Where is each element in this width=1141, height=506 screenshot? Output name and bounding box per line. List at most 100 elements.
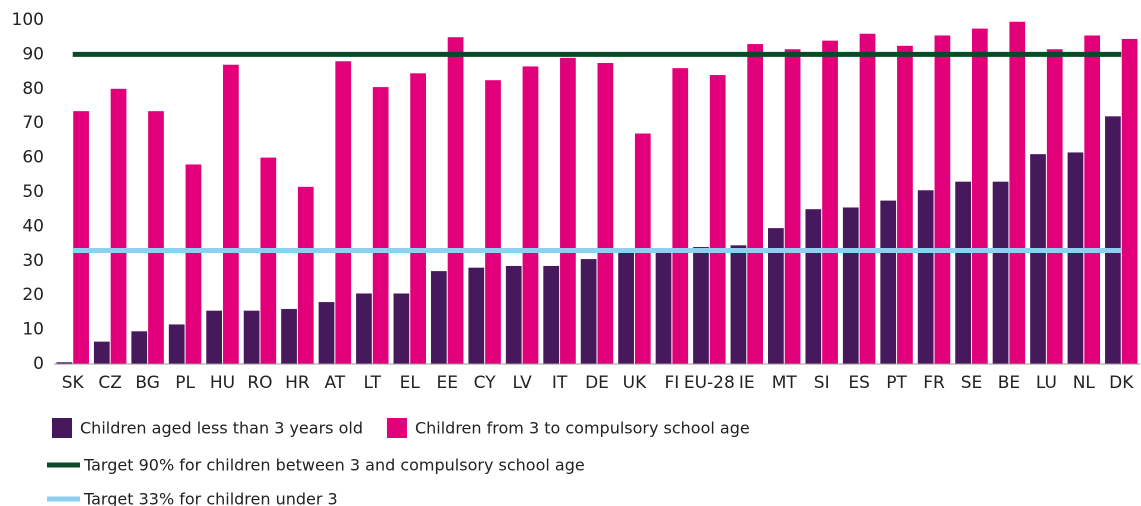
x-tick-label: HU — [210, 373, 235, 393]
x-tick-label: RO — [247, 373, 272, 393]
legend-label: Children aged less than 3 years old — [80, 419, 363, 438]
x-tick-label: LT — [364, 373, 382, 393]
bar — [372, 87, 389, 364]
bar — [618, 248, 634, 364]
bar — [1067, 152, 1084, 364]
x-tick-label: NL — [1073, 373, 1096, 393]
y-tick-label: 100 — [12, 10, 44, 30]
x-tick-label: IE — [739, 373, 755, 393]
y-tick-label: 80 — [22, 79, 44, 99]
bar — [297, 186, 314, 364]
bar — [1046, 49, 1063, 365]
legend-label: Target 33% for children under 3 — [83, 490, 338, 506]
bar — [1009, 21, 1026, 364]
bar — [223, 64, 239, 364]
x-tick-label: UK — [623, 373, 647, 393]
bar — [168, 324, 185, 364]
bar — [560, 57, 576, 365]
x-tick-label: EU-28 — [684, 373, 735, 393]
bar — [917, 190, 934, 364]
bar — [335, 61, 352, 364]
bar — [410, 73, 426, 364]
bar — [281, 308, 297, 364]
x-tick-label: MT — [772, 373, 798, 393]
bar — [1084, 35, 1101, 364]
bar — [693, 247, 709, 364]
bar — [318, 302, 335, 364]
x-tick-label: SK — [62, 373, 85, 393]
x-tick-label: SI — [814, 373, 830, 393]
bar — [73, 111, 89, 364]
bar — [485, 80, 501, 364]
bar — [260, 157, 277, 364]
x-tick-label: BE — [998, 373, 1020, 393]
bar — [430, 271, 447, 364]
y-tick-label: 10 — [22, 320, 44, 340]
bar — [468, 267, 485, 364]
bar — [93, 341, 110, 364]
y-tick-label: 30 — [22, 251, 44, 271]
y-tick-label: 50 — [22, 182, 44, 202]
bar — [1105, 116, 1121, 364]
bar — [580, 259, 597, 364]
x-tick-label: PL — [175, 373, 195, 393]
y-tick-label: 0 — [33, 354, 44, 374]
bar — [842, 207, 859, 364]
bar — [543, 265, 560, 364]
x-tick-label: SE — [961, 373, 983, 393]
x-tick-label: BG — [135, 373, 160, 393]
bar — [522, 66, 539, 364]
x-tick-label: FI — [664, 373, 679, 393]
bar — [505, 265, 522, 364]
legend-swatch — [386, 418, 407, 438]
bar — [955, 181, 971, 364]
bar — [148, 111, 164, 364]
bar — [597, 63, 614, 364]
bar — [185, 164, 202, 364]
x-tick-label: LV — [512, 373, 532, 393]
y-tick-label: 60 — [22, 148, 44, 168]
y-tick-label: 40 — [22, 216, 44, 236]
x-tick-label: ES — [848, 373, 870, 393]
bar — [393, 293, 410, 364]
bar — [709, 75, 726, 364]
y-tick-label: 70 — [22, 113, 44, 133]
bar — [655, 250, 672, 364]
bar — [110, 88, 127, 365]
x-tick-label: DE — [585, 373, 609, 393]
bar — [131, 331, 148, 364]
y-tick-label: 20 — [22, 285, 44, 305]
legend-label: Target 90% for children between 3 and co… — [83, 456, 585, 475]
bar — [768, 228, 784, 364]
legend-swatch — [52, 418, 72, 438]
bar — [992, 181, 1009, 364]
x-tick-label: AT — [325, 373, 346, 393]
y-tick-label: 90 — [22, 44, 44, 64]
bar — [934, 35, 951, 364]
bar — [805, 209, 822, 364]
bar — [971, 28, 988, 364]
bar — [672, 68, 689, 364]
x-tick-label: LU — [1036, 373, 1057, 393]
x-tick-label: CZ — [98, 373, 122, 393]
bar — [822, 40, 838, 364]
bar — [859, 33, 876, 364]
bar — [897, 45, 913, 365]
bar — [206, 310, 223, 364]
bar — [356, 293, 372, 364]
x-tick-label: EL — [400, 373, 421, 393]
bar — [730, 245, 747, 364]
x-tick-label: EE — [436, 373, 457, 393]
bar — [747, 44, 764, 365]
x-tick-label: HR — [285, 373, 310, 393]
bar — [880, 200, 897, 364]
bar — [243, 310, 260, 364]
bar — [1121, 38, 1138, 365]
bar — [447, 37, 464, 364]
bar — [1030, 154, 1046, 364]
legend-label: Children from 3 to compulsory school age — [415, 419, 750, 438]
x-tick-label: DK — [1109, 373, 1134, 393]
x-tick-label: FR — [923, 373, 945, 393]
x-tick-label: PT — [886, 373, 907, 393]
